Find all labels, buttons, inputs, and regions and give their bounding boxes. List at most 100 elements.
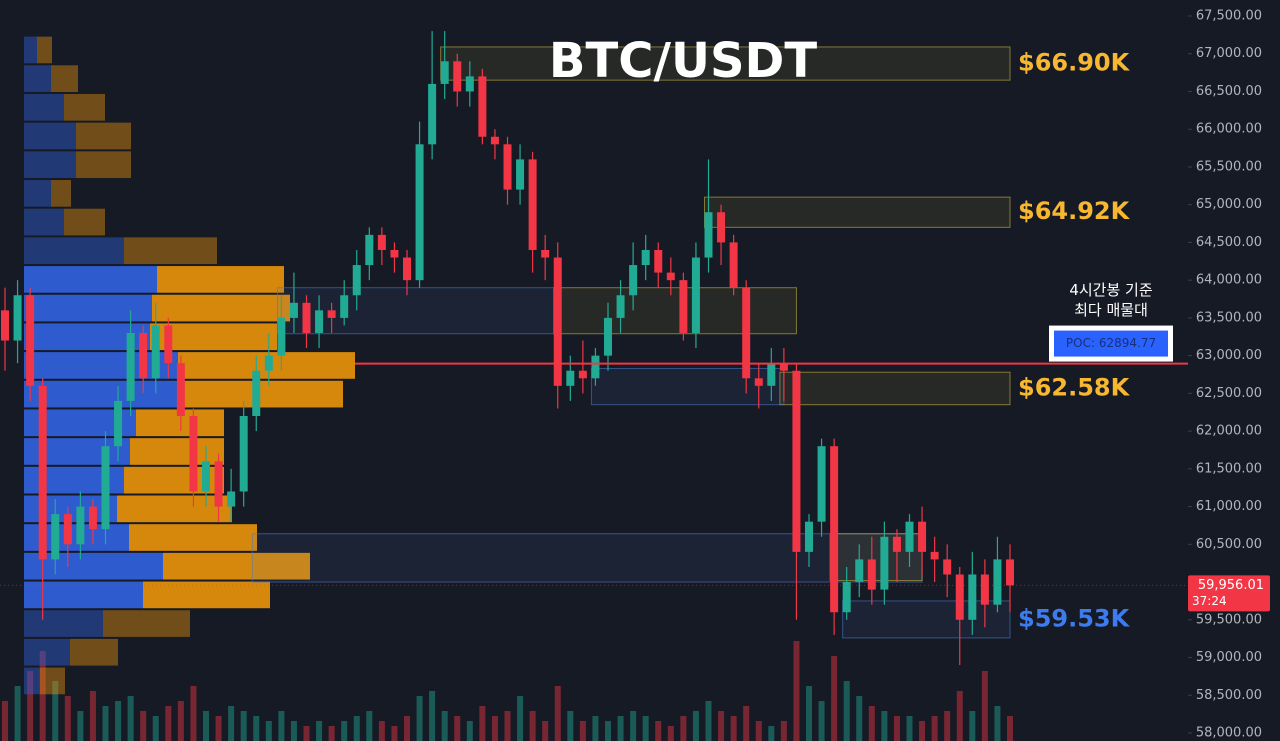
- volume-bar: [102, 706, 109, 741]
- volume-bar: [253, 716, 260, 741]
- candle-body: [918, 521, 927, 552]
- volume-bar: [39, 651, 46, 741]
- chart-title: BTC/USDT: [549, 33, 817, 89]
- candle-body: [717, 212, 726, 243]
- volume-bar: [893, 716, 900, 741]
- volume-bar: [504, 711, 511, 741]
- candle-body: [340, 295, 349, 318]
- zone: [276, 287, 559, 335]
- volume-bar: [780, 721, 787, 741]
- volume-bar: [115, 701, 122, 741]
- zone-label: $64.92K: [1018, 197, 1131, 225]
- overlay: 58,000.0058,500.0059,000.0059,500.0060,0…: [0, 9, 1270, 740]
- volume-bar: [567, 711, 574, 741]
- candle-body: [26, 295, 35, 386]
- y-tick-label: 66,500.00: [1196, 84, 1262, 99]
- volume-bar: [793, 641, 800, 741]
- zone-label: $66.90K: [1018, 49, 1131, 77]
- y-tick-label: 63,000.00: [1196, 348, 1262, 363]
- candle-body: [277, 317, 286, 356]
- zone: [704, 196, 1011, 228]
- candle-body: [691, 257, 700, 333]
- volume-bar: [27, 671, 34, 741]
- candle-body: [289, 302, 298, 318]
- candle-body: [428, 83, 437, 145]
- candle-body: [38, 385, 47, 560]
- volume-bar: [579, 721, 586, 741]
- profile-buy: [24, 610, 103, 637]
- volume-bar: [554, 686, 561, 741]
- volume-bar: [140, 711, 147, 741]
- volume-bar: [906, 716, 913, 741]
- profile-sell: [40, 667, 65, 695]
- candle-body: [151, 325, 160, 379]
- candle-body: [1006, 559, 1014, 586]
- volume-bar: [454, 716, 461, 741]
- volume-bar: [692, 711, 699, 741]
- zone-label: $62.58K: [1018, 373, 1131, 401]
- profile-sell: [117, 495, 232, 523]
- candle-body: [490, 136, 499, 145]
- profile-buy: [24, 208, 64, 236]
- volume-bar: [630, 711, 637, 741]
- volume-bar: [404, 716, 410, 741]
- last-price-label: 59,956.01: [1198, 578, 1264, 593]
- candle-body: [767, 363, 776, 386]
- y-tick-label: 58,500.00: [1196, 688, 1262, 703]
- profile-buy: [24, 638, 70, 666]
- candle-body: [905, 521, 914, 552]
- candle-body: [478, 76, 487, 137]
- profile-buy: [24, 667, 40, 695]
- candle-body: [352, 265, 361, 296]
- candle-body: [754, 378, 763, 386]
- candles: [1, 31, 1014, 666]
- candle-body: [943, 559, 952, 575]
- countdown-label: 37:24: [1192, 594, 1227, 608]
- candle-body: [227, 491, 236, 507]
- volume-bar: [265, 721, 272, 741]
- zone: [842, 600, 1011, 639]
- candle-body: [101, 446, 110, 530]
- volume-bar: [743, 706, 750, 741]
- candle-body: [51, 514, 60, 560]
- volume-bar: [705, 701, 712, 741]
- candle-body: [403, 257, 411, 281]
- candle-body: [202, 461, 210, 492]
- volume-bar: [944, 711, 951, 741]
- volume-bar: [655, 721, 662, 741]
- y-tick-label: 63,500.00: [1196, 310, 1262, 325]
- profile-buy: [24, 380, 177, 408]
- volume-bar: [429, 691, 436, 741]
- profile-sell: [152, 294, 290, 322]
- profile-buy: [24, 36, 37, 64]
- profile-sell: [103, 610, 190, 637]
- volume-bar: [868, 706, 875, 741]
- profile-sell: [51, 65, 78, 92]
- volume-bar: [2, 701, 8, 741]
- volume-bar: [768, 726, 775, 741]
- y-tick-label: 62,500.00: [1196, 386, 1262, 401]
- y-tick-label: 58,000.00: [1196, 725, 1262, 740]
- volume-bar: [931, 716, 938, 741]
- volume-bar: [919, 721, 926, 741]
- candle-body: [842, 582, 851, 613]
- candle-body: [377, 234, 386, 250]
- volume-bar: [416, 696, 423, 741]
- profile-buy: [24, 93, 64, 121]
- y-tick-label: 60,500.00: [1196, 537, 1262, 552]
- y-tick-label: 64,000.00: [1196, 273, 1262, 288]
- profile-sell: [64, 93, 105, 121]
- candle-body: [553, 257, 562, 386]
- volume-bar: [353, 716, 360, 741]
- zone: [440, 46, 1011, 81]
- volume-bar: [969, 711, 976, 741]
- volume-bar: [818, 701, 825, 741]
- candle-body: [528, 159, 537, 250]
- candle-body: [880, 536, 889, 590]
- volume-bar: [479, 706, 486, 741]
- candle-body: [1, 310, 9, 341]
- candle-body: [176, 363, 185, 417]
- profile-sell: [76, 151, 131, 179]
